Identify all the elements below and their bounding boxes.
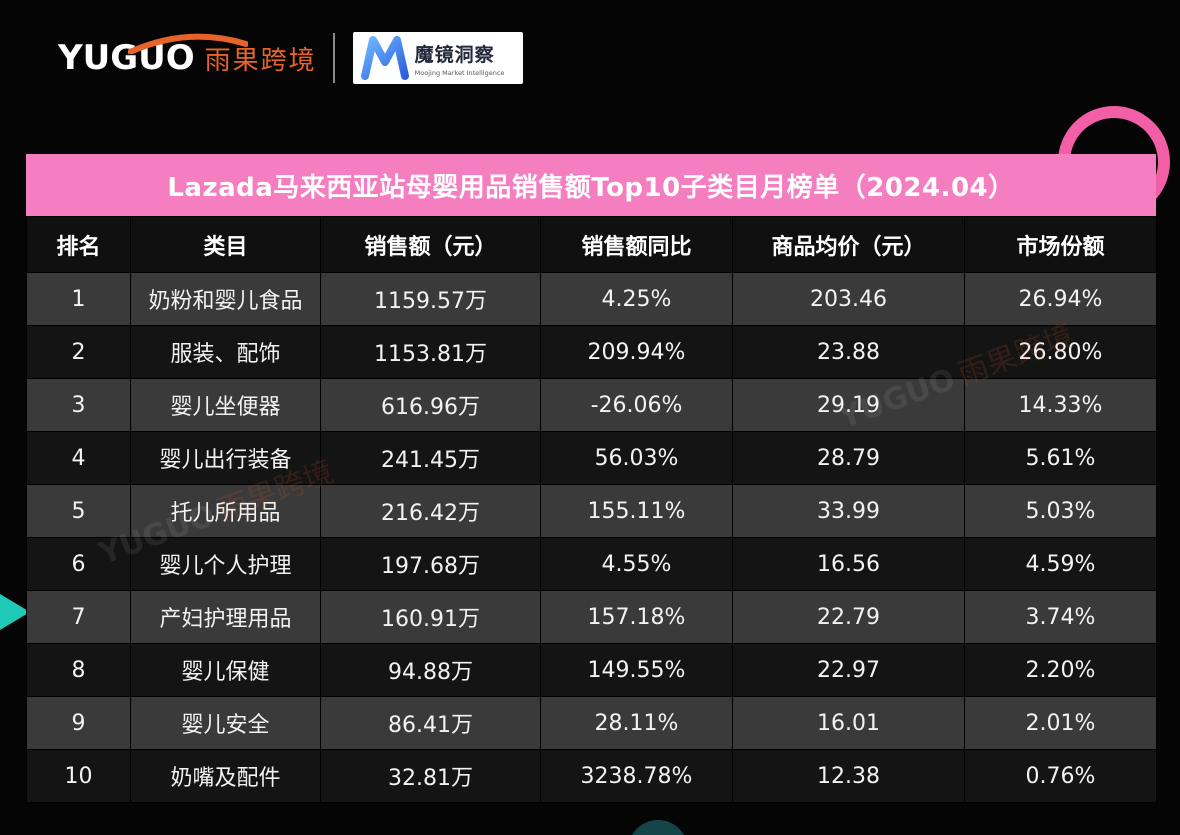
header-market-share: 市场份额 [964,216,1157,273]
cell-rank: 5 [26,484,131,538]
cell-market-share: 2.20% [964,643,1157,697]
cell-avg-price: 23.88 [732,325,965,379]
header-rank: 排名 [26,216,131,273]
table-row: 5 托儿所用品 216.42万 155.11% 33.99 5.03% [26,484,1157,538]
table-row: 1 奶粉和婴儿食品 1159.57万 4.25% 203.46 26.94% [26,272,1157,326]
cell-sales-yoy: 3238.78% [540,749,733,803]
cell-sales-yoy: 209.94% [540,325,733,379]
cell-avg-price: 203.46 [732,272,965,326]
ranking-table: 排名 类目 销售额（元） 销售额同比 商品均价（元） 市场份额 1 奶粉和婴儿食品… [26,216,1157,803]
table-row: 8 婴儿保健 94.88万 149.55% 22.97 2.20% [26,643,1157,697]
table-row: 10 奶嘴及配件 32.81万 3238.78% 12.38 0.76% [26,749,1157,803]
cell-rank: 9 [26,696,131,750]
header-sales: 销售额（元） [320,216,541,273]
cell-sales: 616.96万 [320,378,541,432]
bottom-decoration [628,820,688,835]
cell-market-share: 0.76% [964,749,1157,803]
cell-market-share: 26.80% [964,325,1157,379]
moojing-logo: 魔镜洞察 Moojing Market Intelligence [352,32,523,84]
cell-sales-yoy: 4.55% [540,537,733,591]
cell-rank: 7 [26,590,131,644]
title-bar: Lazada马来西亚站母婴用品销售额Top10子类目月榜单（2024.04） [26,154,1156,216]
yuguo-swoosh-icon [128,33,248,54]
table-row: 7 产妇护理用品 160.91万 157.18% 22.79 3.74% [26,590,1157,644]
cell-sales-yoy: 56.03% [540,431,733,485]
cell-market-share: 5.61% [964,431,1157,485]
header-sales-yoy: 销售额同比 [540,216,733,273]
cell-category: 婴儿保健 [130,643,321,697]
cell-category: 托儿所用品 [130,484,321,538]
cell-sales: 1153.81万 [320,325,541,379]
cell-rank: 3 [26,378,131,432]
cell-market-share: 26.94% [964,272,1157,326]
cell-rank: 8 [26,643,131,697]
yuguo-wordmark: YUGUO [58,38,195,78]
cell-avg-price: 28.79 [732,431,965,485]
cell-sales: 1159.57万 [320,272,541,326]
yuguo-chinese-name: 雨果跨境 [204,46,317,76]
cell-sales-yoy: 157.18% [540,590,733,644]
cell-sales-yoy: 155.11% [540,484,733,538]
table-row: 9 婴儿安全 86.41万 28.11% 16.01 2.01% [26,696,1157,750]
table-title: Lazada马来西亚站母婴用品销售额Top10子类目月榜单（2024.04） [167,172,1015,203]
table-row: 4 婴儿出行装备 241.45万 56.03% 28.79 5.61% [26,431,1157,485]
cell-avg-price: 22.97 [732,643,965,697]
table-row: 2 服装、配饰 1153.81万 209.94% 23.88 26.80% [26,325,1157,379]
cell-market-share: 3.74% [964,590,1157,644]
cell-sales-yoy: -26.06% [540,378,733,432]
moojing-chinese-name: 魔镜洞察 [414,43,495,66]
cell-category: 婴儿个人护理 [130,537,321,591]
cell-rank: 4 [26,431,131,485]
cell-avg-price: 12.38 [732,749,965,803]
cell-avg-price: 16.56 [732,537,965,591]
ranking-table-wrap: 排名 类目 销售额（元） 销售额同比 商品均价（元） 市场份额 1 奶粉和婴儿食品… [26,216,1157,803]
cell-category: 奶粉和婴儿食品 [130,272,321,326]
cell-market-share: 14.33% [964,378,1157,432]
moojing-m-icon [360,36,409,80]
cell-category: 婴儿坐便器 [130,378,321,432]
cell-rank: 2 [26,325,131,379]
cell-sales: 216.42万 [320,484,541,538]
table-row: 3 婴儿坐便器 616.96万 -26.06% 29.19 14.33% [26,378,1157,432]
cell-avg-price: 16.01 [732,696,965,750]
brand-header: YUGUO 雨果跨境 魔镜洞察 Moojing Market Intellige… [58,28,523,88]
teal-triangle-decoration [0,594,30,630]
moojing-english-name: Moojing Market Intelligence [414,68,505,77]
brand-divider [332,33,335,83]
cell-sales-yoy: 28.11% [540,696,733,750]
cell-rank: 10 [26,749,131,803]
cell-sales: 197.68万 [320,537,541,591]
cell-category: 产妇护理用品 [130,590,321,644]
cell-market-share: 2.01% [964,696,1157,750]
cell-sales: 241.45万 [320,431,541,485]
cell-sales-yoy: 4.25% [540,272,733,326]
cell-sales: 94.88万 [320,643,541,697]
cell-market-share: 4.59% [964,537,1157,591]
cell-sales: 160.91万 [320,590,541,644]
header-category: 类目 [130,216,321,273]
yuguo-logo: YUGUO 雨果跨境 [58,33,317,78]
table-body: 1 奶粉和婴儿食品 1159.57万 4.25% 203.46 26.94% 2 服装、配饰 1… [26,272,1157,803]
cell-avg-price: 22.79 [732,590,965,644]
cell-market-share: 5.03% [964,484,1157,538]
cell-avg-price: 33.99 [732,484,965,538]
cell-category: 婴儿安全 [130,696,321,750]
cell-sales-yoy: 149.55% [540,643,733,697]
cell-avg-price: 29.19 [732,378,965,432]
table-row: 6 婴儿个人护理 197.68万 4.55% 16.56 4.59% [26,537,1157,591]
cell-rank: 6 [26,537,131,591]
cell-category: 婴儿出行装备 [130,431,321,485]
cell-rank: 1 [26,272,131,326]
table-header-row: 排名 类目 销售额（元） 销售额同比 商品均价（元） 市场份额 [26,216,1157,273]
cell-sales: 86.41万 [320,696,541,750]
header-avg-price: 商品均价（元） [732,216,965,273]
cell-sales: 32.81万 [320,749,541,803]
cell-category: 服装、配饰 [130,325,321,379]
cell-category: 奶嘴及配件 [130,749,321,803]
